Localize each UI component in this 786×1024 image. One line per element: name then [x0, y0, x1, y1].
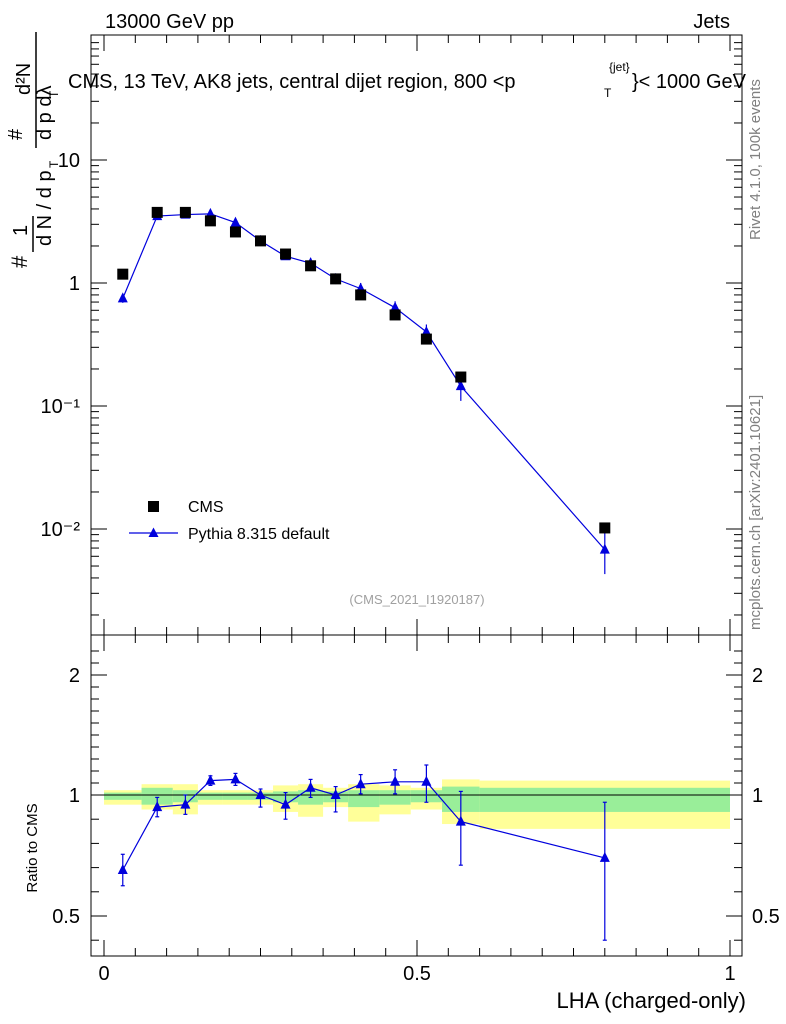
ratio-panel-frame — [90, 634, 743, 957]
ratio-point — [205, 774, 216, 785]
axis-ticks — [91, 35, 742, 956]
plot-title: CMS, 13 TeV, AK8 jets, central dijet reg… — [68, 71, 516, 93]
legend-mc-marker — [148, 527, 159, 537]
x-tick-label: 0 — [98, 963, 109, 985]
plot-title-main: CMS, 13 TeV, AK8 jets, central dijet reg… — [68, 71, 516, 93]
ratio-point — [117, 864, 128, 875]
ratio-y-tick-label-right: 0.5 — [752, 906, 780, 928]
cms-point — [355, 289, 367, 301]
ratio-point — [152, 801, 163, 812]
ylabel-dn: d N / d p — [34, 170, 56, 246]
ratio-point — [599, 851, 610, 862]
analysis-watermark: (CMS_2021_I1920187) — [349, 592, 484, 607]
ylabel-one: 1 — [10, 225, 32, 236]
cms-point — [204, 215, 216, 227]
main-ylabel: # 1 d N / d p T # d²N d p dλ T — [5, 32, 61, 268]
main-y-tick-label: 10⁻² — [41, 519, 81, 541]
plot-title-subscript: T — [604, 86, 612, 100]
x-tick-label: 0.5 — [403, 963, 431, 985]
mc-point — [455, 380, 466, 391]
mc-point — [117, 292, 128, 303]
ratio-y-tick-label-left: 1 — [69, 785, 80, 807]
ratio-point — [390, 775, 401, 786]
ratio-y-tick-label-left: 2 — [69, 665, 80, 687]
ratio-point — [305, 781, 316, 792]
ylabel-dpt-dl: d p dλ — [34, 86, 56, 140]
ratio-point — [180, 798, 191, 809]
cms-point — [389, 309, 401, 321]
ratio-point — [230, 773, 241, 784]
ratio-y-tick-label-left: 0.5 — [52, 906, 80, 928]
plot-title-superscript: {jet} — [609, 60, 630, 74]
ratio-uncertainty-bands — [104, 779, 730, 829]
main-y-tick-label: 10⁻¹ — [41, 396, 81, 418]
ratio-point — [280, 798, 291, 809]
cms-point — [420, 333, 432, 345]
legend-mc-label: Pythia 8.315 default — [188, 526, 330, 543]
ratio-band-inner — [222, 792, 248, 800]
cms-point — [255, 235, 266, 247]
ylabel-hash-left: # — [7, 255, 32, 268]
main-panel-series — [117, 206, 611, 575]
mc-point — [390, 301, 401, 312]
ratio-point — [421, 775, 432, 786]
ratio-band-inner — [104, 792, 142, 800]
ratio-y-tick-label-right: 1 — [752, 785, 763, 807]
plot-title-tail: }< 1000 GeV — [632, 71, 747, 93]
ratio-band-inner — [348, 790, 380, 808]
x-axis-label: LHA (charged-only) — [556, 988, 746, 1013]
mc-point — [599, 543, 610, 554]
ratio-band-inner — [379, 790, 411, 805]
main-y-tick-label: 1 — [69, 273, 80, 295]
legend-data-label: CMS — [188, 499, 224, 516]
ylabel-t-1: T — [47, 160, 61, 168]
ratio-band-inner — [197, 792, 223, 800]
mc-point — [230, 216, 241, 227]
legend: CMS Pythia 8.315 default — [129, 499, 330, 543]
energy-label: 13000 GeV pp — [105, 11, 234, 33]
ratio-point — [255, 789, 266, 799]
cms-point — [151, 206, 163, 218]
cms-point — [229, 226, 241, 238]
ratio-point — [330, 789, 341, 799]
ratio-point — [355, 778, 366, 789]
category-label: Jets — [693, 11, 730, 33]
ratio-line — [122, 778, 605, 871]
main-y-tick-label: 10 — [58, 150, 80, 172]
x-tick-label: 1 — [724, 963, 735, 985]
cms-point — [599, 522, 611, 534]
cms-point — [305, 260, 317, 272]
cms-point — [179, 206, 191, 218]
main-panel-frame — [90, 34, 743, 636]
ylabel-hash-top: # — [5, 128, 27, 140]
cms-point — [330, 273, 342, 285]
ratio-y-tick-label-right: 2 — [752, 665, 763, 687]
legend-data-marker — [148, 501, 159, 512]
mc-point — [205, 207, 216, 218]
ratio-band-inner — [141, 787, 173, 805]
axis-tick-labels: 10 1 10⁻¹ 10⁻² 0 0.5 1 0.5 0.5 1 1 2 2 — [41, 150, 780, 985]
ratio-point — [455, 815, 466, 826]
ylabel-t-2: T — [47, 90, 61, 98]
cms-point — [117, 268, 129, 280]
rivet-label: Rivet 4.1.0, 100k events — [747, 79, 764, 240]
ylabel-d2n: d²N — [13, 63, 35, 95]
cms-point — [455, 371, 467, 383]
ratio-panel-series — [117, 764, 610, 941]
mc-point — [421, 325, 432, 336]
ratio-ylabel: Ratio to CMS — [24, 803, 41, 892]
cms-point — [280, 248, 292, 260]
mcplots-label: mcplots.cern.ch [arXiv:2401.10621] — [747, 395, 764, 630]
